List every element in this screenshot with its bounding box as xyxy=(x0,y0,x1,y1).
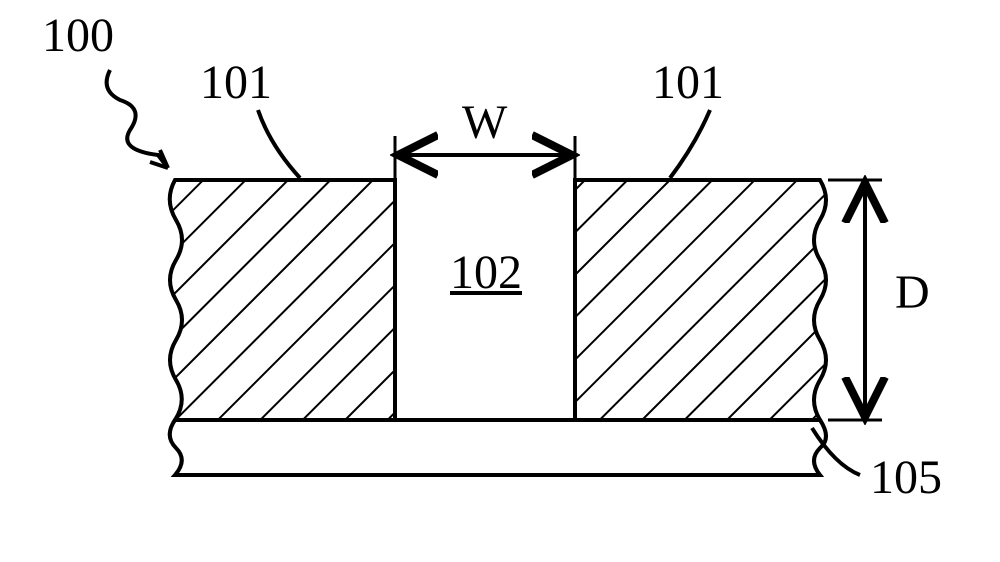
label-D: D xyxy=(895,265,930,320)
label-100: 100 xyxy=(42,8,114,63)
leader-101-right xyxy=(670,110,710,178)
label-101-left: 101 xyxy=(200,55,272,110)
label-W: W xyxy=(462,95,507,150)
leader-100 xyxy=(107,70,168,168)
right-block-101 xyxy=(575,180,826,420)
leader-101-left xyxy=(258,110,300,178)
label-101-right: 101 xyxy=(652,55,724,110)
left-block-101 xyxy=(170,180,395,420)
label-105: 105 xyxy=(870,450,942,505)
substrate-105 xyxy=(170,420,826,475)
label-102: 102 xyxy=(450,245,522,300)
